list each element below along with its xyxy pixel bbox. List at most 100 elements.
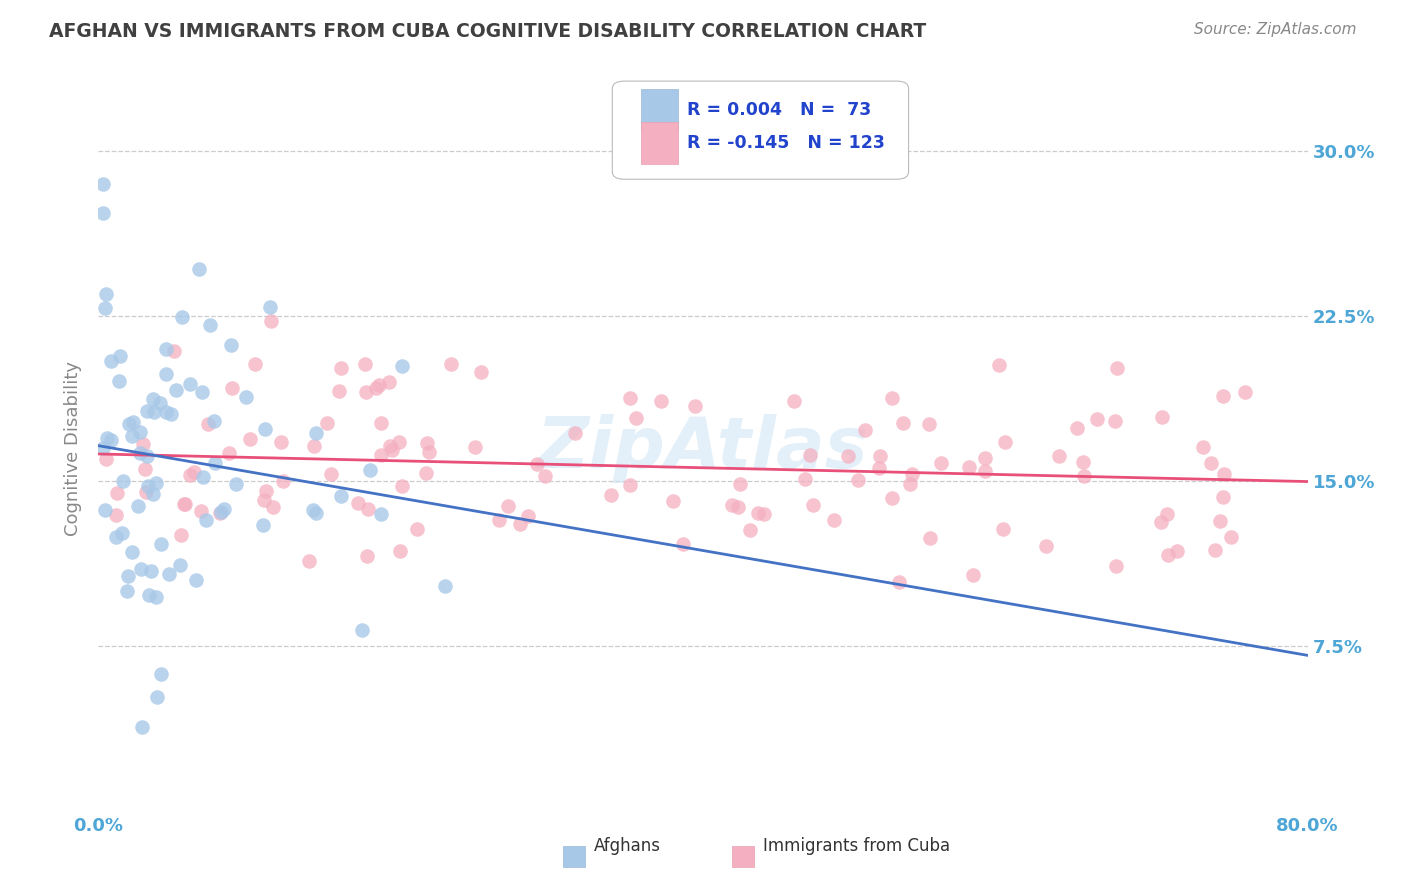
Point [129,562,152,576]
Point [380,443,402,458]
Point [184,573,207,587]
Point [433,580,456,594]
Point [1035,539,1057,553]
Point [145,475,167,490]
Text: R = -0.145   N = 123: R = -0.145 N = 123 [688,134,886,152]
Point [1150,410,1173,425]
Point [1104,414,1126,428]
Point [254,422,277,436]
Point [108,374,131,388]
Point [1156,507,1178,521]
Point [200,318,222,332]
Point [169,558,191,572]
Point [260,314,283,328]
Point [783,394,806,409]
Point [270,435,292,450]
Point [918,417,941,432]
Point [440,357,463,371]
Point [794,472,817,486]
Point [162,343,184,358]
Point [218,446,240,460]
Point [350,623,373,637]
Point [209,506,232,520]
Point [853,423,876,437]
FancyBboxPatch shape [641,122,678,163]
Point [356,549,378,563]
Point [988,358,1011,372]
Point [131,720,153,734]
Point [173,497,195,511]
Point [263,500,285,515]
Point [195,513,218,527]
Point [190,504,212,518]
Point [111,525,134,540]
Point [868,460,890,475]
Point [254,484,277,499]
Point [416,435,439,450]
Point [146,690,169,704]
Point [204,457,226,471]
Point [170,310,193,324]
Point [121,415,143,429]
Point [243,357,266,371]
Point [127,499,149,513]
Point [359,463,381,477]
Point [183,465,205,479]
Point [900,467,922,481]
Point [179,377,201,392]
Point [93,301,115,315]
Point [991,522,1014,536]
FancyBboxPatch shape [733,846,754,867]
Point [1199,456,1222,470]
Point [134,462,156,476]
Point [391,479,413,493]
Point [1212,389,1234,403]
Point [105,530,128,544]
Point [105,486,128,500]
Point [108,349,131,363]
Point [994,434,1017,449]
Point [1212,490,1234,504]
FancyBboxPatch shape [562,846,585,867]
Point [202,414,225,428]
Point [136,404,159,418]
Point [891,416,914,430]
Point [391,359,413,374]
Point [1105,558,1128,573]
Point [957,460,980,475]
Point [378,439,401,453]
Point [929,456,952,470]
Point [470,365,492,379]
Point [415,466,437,480]
Point [799,448,821,462]
Text: R = 0.004   N =  73: R = 0.004 N = 73 [688,101,872,120]
Point [1233,385,1256,400]
Point [298,554,321,568]
Point [1150,515,1173,529]
Point [370,508,392,522]
Point [135,484,157,499]
Point [330,361,353,376]
Point [209,505,232,519]
FancyBboxPatch shape [641,89,678,131]
Point [197,417,219,432]
Point [837,449,859,463]
Point [526,457,548,471]
Point [1208,514,1230,528]
Point [252,518,274,533]
Y-axis label: Cognitive Disability: Cognitive Disability [65,360,83,536]
Point [1192,440,1215,454]
Text: AFGHAN VS IMMIGRANTS FROM CUBA COGNITIVE DISABILITY CORRELATION CHART: AFGHAN VS IMMIGRANTS FROM CUBA COGNITIVE… [49,22,927,41]
Point [190,385,212,400]
Point [1157,548,1180,562]
Point [302,439,325,453]
Point [173,497,195,511]
Point [139,565,162,579]
Point [136,478,159,492]
Point [1219,530,1241,544]
Point [191,470,214,484]
Point [683,399,706,413]
Point [159,407,181,421]
Point [93,442,115,455]
Point [347,495,370,509]
